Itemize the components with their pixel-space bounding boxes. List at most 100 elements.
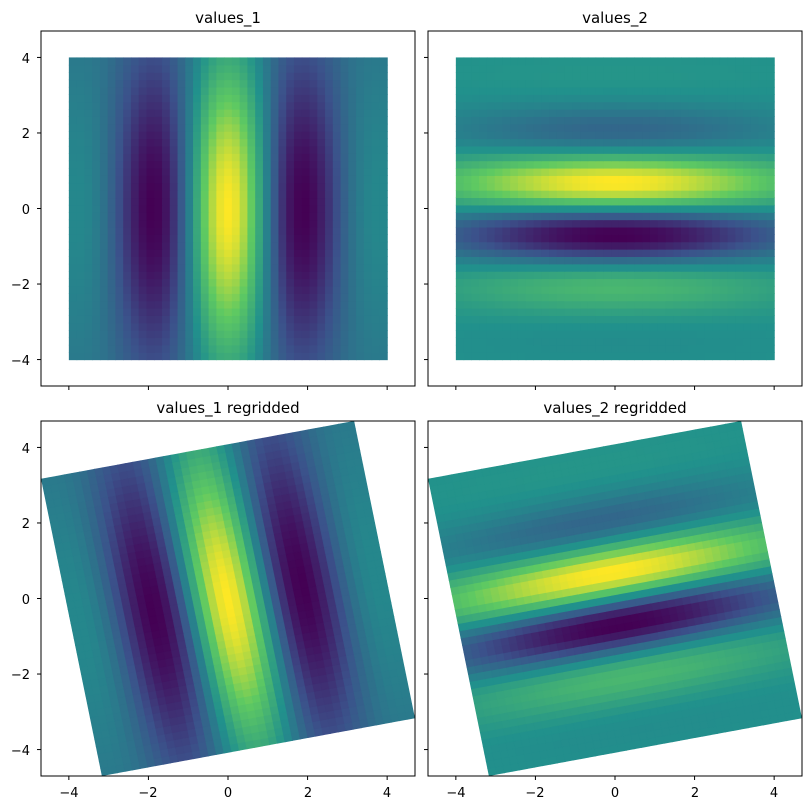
heatmap-cell <box>758 204 767 213</box>
heatmap-cell <box>556 197 566 206</box>
heatmap-cell <box>735 352 744 361</box>
heatmap-cell <box>208 175 217 184</box>
heatmap-cell <box>494 167 504 176</box>
heatmap-cell <box>479 182 488 191</box>
heatmap-cell <box>340 57 349 66</box>
heatmap-cell <box>758 352 767 361</box>
heatmap-cell <box>471 116 480 125</box>
heatmap-cell <box>642 57 651 66</box>
heatmap-cell <box>680 330 690 339</box>
heatmap-cell <box>719 293 729 302</box>
heatmap-cell <box>309 256 318 265</box>
heatmap-cell <box>162 72 171 81</box>
heatmap-cell <box>642 145 651 154</box>
heatmap-cell <box>216 271 225 280</box>
heatmap-cell <box>99 167 109 176</box>
heatmap-cell <box>463 344 472 353</box>
heatmap-cell <box>587 241 597 250</box>
heatmap-cell <box>231 337 241 346</box>
heatmap-cell <box>626 352 636 361</box>
heatmap-cell <box>455 167 465 176</box>
heatmap-cell <box>255 241 264 250</box>
heatmap-cell <box>262 219 272 228</box>
heatmap-cell <box>177 322 186 331</box>
heatmap-cell <box>317 131 326 140</box>
heatmap-cell <box>556 352 566 361</box>
heatmap-cell <box>595 123 604 132</box>
heatmap-cell <box>247 204 256 213</box>
heatmap-cell <box>719 64 729 73</box>
heatmap-cell <box>665 116 674 125</box>
heatmap-cell <box>657 131 667 140</box>
heatmap-cell <box>216 167 225 176</box>
heatmap-cell <box>146 256 155 265</box>
heatmap-cell <box>200 285 210 294</box>
heatmap-cell <box>525 94 535 103</box>
heatmap-cell <box>255 315 264 324</box>
heatmap-cell <box>356 145 365 154</box>
heatmap-cell <box>92 300 101 309</box>
heatmap-cell <box>665 322 674 331</box>
heatmap-cell <box>704 204 713 213</box>
heatmap-cell <box>455 190 465 199</box>
heatmap-cell <box>727 212 736 221</box>
heatmap-cell <box>278 131 287 140</box>
heatmap-cell <box>649 256 659 265</box>
heatmap-cell <box>572 307 581 316</box>
heatmap-cell <box>68 175 78 184</box>
heatmap-cell <box>564 212 573 221</box>
heatmap-cell <box>486 101 496 110</box>
heatmap-cell <box>76 219 85 228</box>
heatmap-cell <box>293 72 303 81</box>
heatmap-cell <box>270 131 280 140</box>
heatmap-cell <box>76 249 85 257</box>
heatmap-cell <box>634 307 643 316</box>
heatmap-cell <box>735 337 744 346</box>
heatmap-cell <box>750 94 760 103</box>
heatmap-cell <box>727 123 736 132</box>
heatmap-cell <box>603 293 612 302</box>
heatmap-cell <box>587 226 597 235</box>
heatmap-cell <box>479 256 488 265</box>
heatmap-cell <box>712 337 721 346</box>
heatmap-cell <box>262 72 272 81</box>
heatmap-cell <box>719 138 729 147</box>
heatmap-cell <box>564 278 573 287</box>
heatmap-cell <box>363 249 373 257</box>
heatmap-cell <box>224 167 233 176</box>
heatmap-cell <box>533 315 542 324</box>
heatmap-cell <box>146 79 155 88</box>
heatmap-cell <box>502 145 511 154</box>
heatmap-cell <box>200 182 210 191</box>
heatmap-cell <box>317 263 326 272</box>
heatmap-cell <box>494 182 504 191</box>
heatmap-cell <box>580 116 589 125</box>
heatmap-cell <box>564 234 573 243</box>
heatmap-cell <box>510 109 519 117</box>
heatmap-cell <box>138 72 148 81</box>
heatmap-cell <box>517 175 527 184</box>
heatmap-cell <box>130 307 140 316</box>
heatmap-cell <box>727 72 736 81</box>
heatmap-cell <box>138 337 148 346</box>
heatmap-cell <box>379 167 388 176</box>
heatmap-cell <box>301 307 311 316</box>
heatmap-cell <box>603 352 612 361</box>
heatmap-cell <box>758 219 767 228</box>
heatmap-cell <box>247 175 256 184</box>
heatmap-cell <box>262 256 272 265</box>
heatmap-cell <box>595 337 604 346</box>
heatmap-cell <box>587 57 597 66</box>
heatmap-cell <box>595 285 604 294</box>
heatmap-cell <box>735 190 744 199</box>
heatmap-cell <box>278 123 287 132</box>
heatmap-cell <box>743 293 752 302</box>
heatmap-cell <box>743 116 752 125</box>
heatmap-cell <box>138 182 148 191</box>
heatmap-cell <box>735 145 744 154</box>
heatmap-cell <box>123 57 132 66</box>
heatmap-cell <box>712 300 721 309</box>
heatmap-cell <box>177 116 186 125</box>
heatmap-cell <box>293 249 303 257</box>
heatmap-cell <box>494 300 504 309</box>
